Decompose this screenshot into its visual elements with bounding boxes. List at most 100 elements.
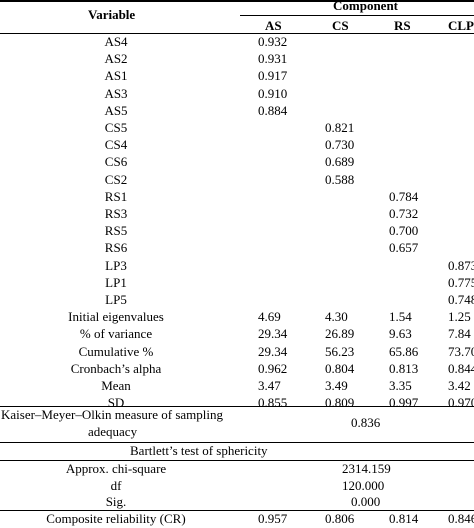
kmo-label-line1: Kaiser–Meyer–Olkin measure of sampling — [1, 407, 224, 422]
table-row: RS3 0.732 — [0, 205, 474, 223]
table-row: LP5 0.748 — [0, 291, 474, 309]
header-component: Component — [333, 0, 399, 13]
header-columns-row: AS CS RS CLP — [0, 17, 474, 35]
table-row: AS4 0.932 — [0, 33, 474, 51]
table-row: RS6 0.657 — [0, 239, 474, 257]
kmo-top-rule — [0, 406, 474, 407]
cell-rs: 0.657 — [389, 240, 419, 256]
cell-rs: 0.732 — [389, 206, 419, 221]
cell-as: 4.69 — [258, 309, 281, 325]
header-col-as: AS — [265, 18, 282, 33]
cell-as: 0.962 — [258, 360, 288, 376]
bartlett-title-rule — [0, 460, 474, 461]
table-row: AS5 0.884 — [0, 102, 474, 120]
cell-rs: 9.63 — [389, 326, 412, 342]
cr-top-rule — [0, 510, 474, 511]
cr-as: 0.957 — [258, 511, 288, 526]
table-row: CS2 0.588 — [0, 171, 474, 189]
cell-clp: 1.25 — [448, 309, 471, 325]
bartlett-label: Approx. chi-square — [65, 461, 167, 476]
row-variable-label: AS3 — [104, 85, 128, 101]
bartlett-label: Sig. — [105, 494, 127, 509]
table-row: RS5 0.700 — [0, 222, 474, 240]
table-row: CS6 0.689 — [0, 153, 474, 171]
cell-rs: 0.784 — [389, 188, 419, 204]
cell-as: 0.917 — [258, 68, 288, 84]
row-variable-label: LP1 — [105, 274, 127, 290]
cell-rs: 0.700 — [389, 223, 419, 239]
table-row: Cronbach’s alpha 0.962 0.804 0.813 0.844 — [0, 360, 474, 378]
row-variable-label: Initial eigenvalues — [68, 309, 164, 325]
component-underline — [240, 15, 474, 16]
kmo-label-line2: adequacy — [88, 424, 138, 439]
row-variable-label: LP5 — [105, 292, 127, 307]
bartlett-label: df — [110, 478, 122, 493]
bartlett-row: Sig. 0.000 — [0, 493, 474, 511]
cell-cs: 0.821 — [325, 120, 355, 135]
table-row: Cumulative % 29.34 56.23 65.86 73.70 — [0, 343, 474, 361]
cr-cs: 0.806 — [325, 511, 355, 526]
cell-cs: 4.30 — [325, 309, 348, 325]
table-row: CS5 0.821 — [0, 119, 474, 137]
row-variable-label: RS3 — [104, 206, 128, 221]
header-col-cs: CS — [332, 18, 349, 33]
header-bottom-rule — [0, 33, 474, 34]
row-variable-label: CS4 — [104, 137, 128, 153]
table-row: AS2 0.931 — [0, 50, 474, 68]
bartlett-value: 0.000 — [351, 494, 381, 509]
cr-label: Composite reliability (CR) — [46, 511, 186, 526]
cell-clp: 3.42 — [448, 378, 471, 393]
table-row: LP3 0.873 — [0, 257, 474, 275]
row-variable-label: AS5 — [104, 102, 128, 118]
table-row: LP1 0.775 — [0, 274, 474, 292]
header-variable: Variable — [88, 7, 136, 22]
cell-clp: 0.775 — [448, 274, 474, 290]
cell-clp: 0.873 — [448, 257, 474, 273]
table-row: Initial eigenvalues 4.69 4.30 1.54 1.25 — [0, 308, 474, 326]
table-row: Mean 3.47 3.49 3.35 3.42 — [0, 377, 474, 395]
row-variable-label: LP3 — [105, 257, 127, 273]
row-variable-label: Cumulative % — [78, 343, 154, 359]
bartlett-row: Approx. chi-square 2314.159 — [0, 460, 474, 478]
bartlett-value: 2314.159 — [342, 461, 391, 476]
cell-as: 0.932 — [258, 34, 288, 49]
cell-cs: 56.23 — [325, 343, 355, 359]
cell-as: 3.47 — [258, 378, 281, 393]
cell-rs: 1.54 — [389, 309, 412, 325]
cell-clp: 0.970 — [448, 395, 474, 411]
row-variable-label: CS5 — [104, 120, 128, 135]
cr-row: Composite reliability (CR) 0.957 0.806 0… — [0, 510, 474, 528]
cell-as: 0.855 — [258, 395, 288, 411]
cell-cs: 0.804 — [325, 360, 355, 376]
row-variable-label: AS2 — [104, 51, 128, 67]
cell-cs: 26.89 — [325, 326, 355, 342]
row-variable-label: % of variance — [79, 326, 153, 342]
cr-rs: 0.814 — [389, 511, 419, 526]
cell-rs: 3.35 — [389, 378, 412, 393]
row-variable-label: CS6 — [104, 154, 128, 170]
table-top-rule — [0, 0, 474, 2]
table-row: AS1 0.917 — [0, 67, 474, 85]
row-variable-label: AS1 — [104, 68, 128, 84]
cell-as: 0.884 — [258, 102, 288, 118]
cell-cs: 0.588 — [325, 171, 355, 187]
row-variable-label: Mean — [101, 378, 131, 393]
cell-clp: 0.844 — [448, 360, 474, 376]
cell-rs: 0.997 — [389, 395, 419, 411]
row-variable-label: RS5 — [104, 223, 128, 239]
row-variable-label: CS2 — [104, 171, 128, 187]
kmo-value: 0.836 — [351, 415, 381, 430]
cell-rs: 65.86 — [389, 343, 419, 359]
bartlett-top-rule — [0, 442, 474, 443]
bartlett-value: 120.000 — [342, 478, 385, 493]
cell-clp: 0.748 — [448, 292, 474, 307]
cell-cs: 0.730 — [325, 137, 355, 153]
row-variable-label: Cronbach’s alpha — [70, 360, 162, 376]
cell-clp: 7.84 — [448, 326, 471, 342]
row-variable-label: RS1 — [104, 188, 128, 204]
cell-as: 0.931 — [258, 51, 288, 67]
bartlett-row: df 120.000 — [0, 477, 474, 495]
cell-cs: 3.49 — [325, 378, 348, 393]
cell-as: 29.34 — [258, 343, 288, 359]
table-row: AS3 0.910 — [0, 85, 474, 103]
